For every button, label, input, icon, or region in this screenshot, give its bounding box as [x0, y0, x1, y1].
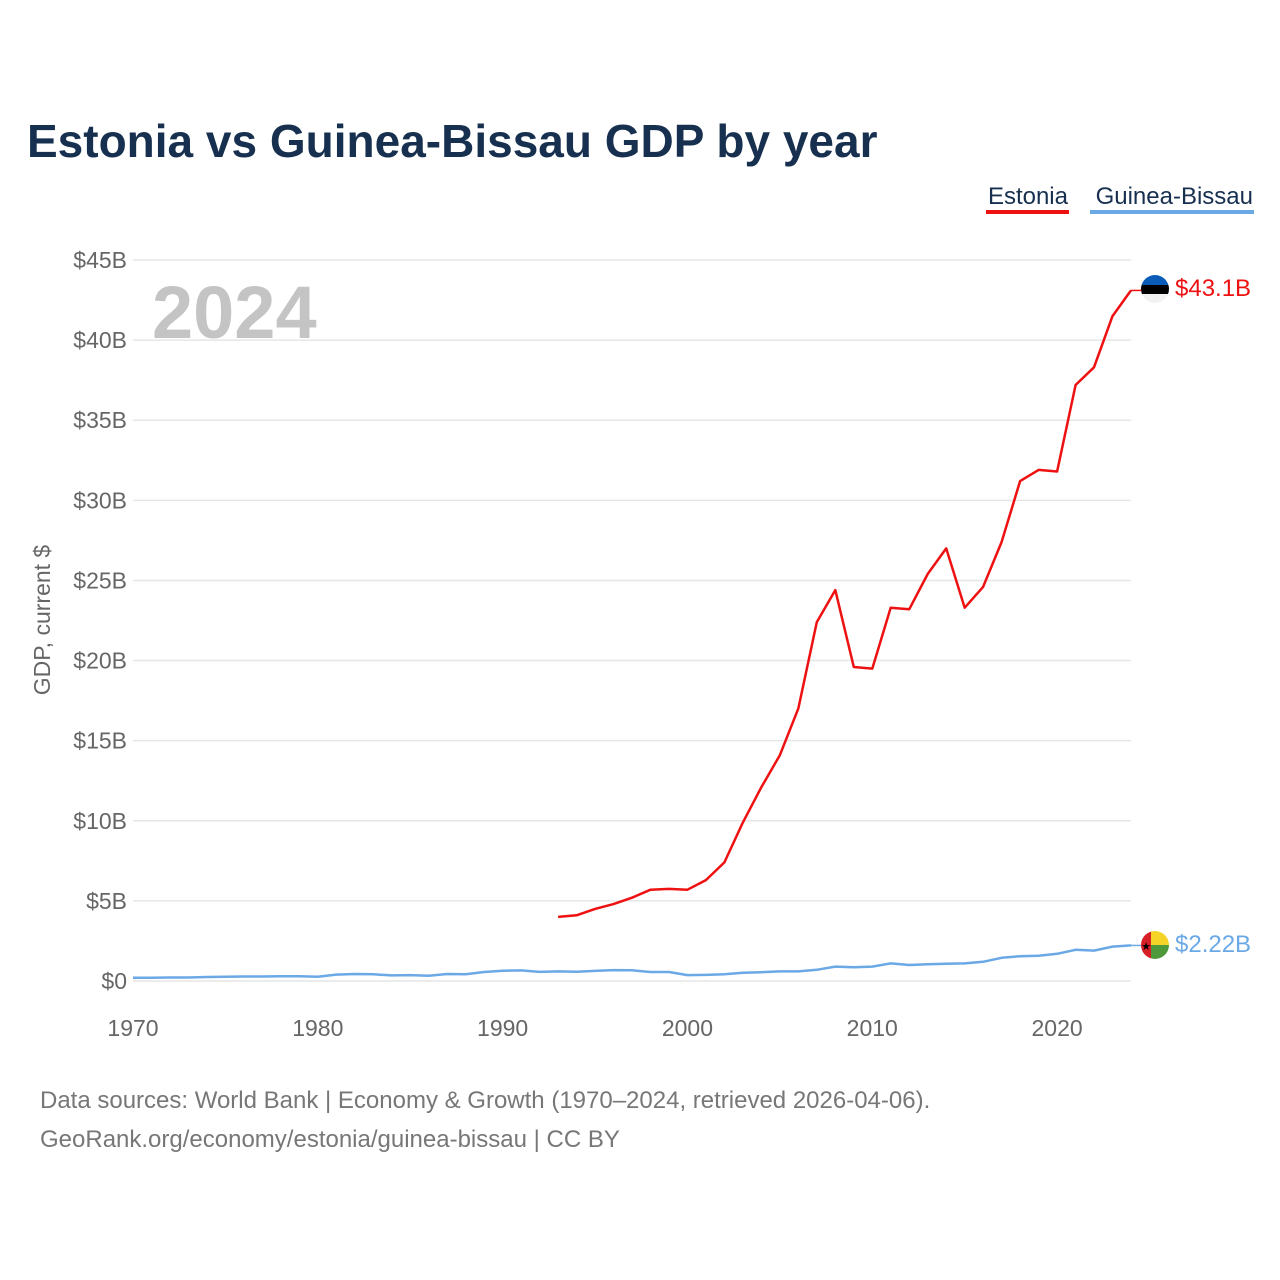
x-axis-ticks: 1970 1980 1990 2000 2010 2020 [107, 1015, 1082, 1041]
y-tick-label: $40B [73, 327, 127, 353]
x-tick-label: 1980 [292, 1015, 343, 1041]
legend-label-estonia: Estonia [988, 183, 1069, 210]
y-axis-label: GDP, current $ [29, 545, 55, 696]
legend-label-guinea-bissau: Guinea-Bissau [1096, 183, 1253, 210]
x-tick-label: 1970 [107, 1015, 158, 1041]
y-tick-label: $35B [73, 407, 127, 433]
y-tick-label: $0 [101, 968, 127, 994]
legend[interactable]: Estonia Guinea-Bissau [986, 183, 1254, 214]
series-line-estonia [557, 289, 1133, 919]
y-tick-label: $45B [73, 247, 127, 273]
year-watermark: 2024 [152, 271, 317, 354]
x-tick-label: 2010 [847, 1015, 898, 1041]
y-tick-label: $25B [73, 567, 127, 593]
estonia-flag-icon [1141, 275, 1169, 303]
guinea-bissau-end-label: $2.22B [1175, 931, 1251, 958]
footer-link[interactable]: GeoRank.org/economy/estonia/guinea-bissa… [40, 1126, 620, 1153]
series-line-guinea-bissau [133, 944, 1132, 980]
y-tick-label: $10B [73, 808, 127, 834]
x-tick-label: 2020 [1031, 1015, 1082, 1041]
legend-item-estonia[interactable]: Estonia [986, 183, 1069, 214]
chart-title: Estonia vs Guinea-Bissau GDP by year [27, 115, 878, 167]
grid-lines [133, 259, 1131, 982]
y-tick-label: $30B [73, 487, 127, 513]
y-tick-label: $20B [73, 648, 127, 674]
series-layer [133, 289, 1141, 980]
guinea-bissau-flag-icon: ★ [1141, 931, 1169, 959]
x-tick-label: 1990 [477, 1015, 528, 1041]
y-tick-label: $15B [73, 728, 127, 754]
y-tick-label: $5B [86, 888, 127, 914]
estonia-end-label: $43.1B [1175, 275, 1251, 302]
footer-source: Data sources: World Bank | Economy & Gro… [40, 1087, 930, 1114]
svg-text:★: ★ [1141, 940, 1151, 953]
x-tick-label: 2000 [662, 1015, 713, 1041]
y-axis-ticks: $0 $5B $10B $15B $20B $25B $30B $35B $40B $45B [73, 247, 127, 994]
legend-item-guinea-bissau[interactable]: Guinea-Bissau [1090, 183, 1254, 214]
